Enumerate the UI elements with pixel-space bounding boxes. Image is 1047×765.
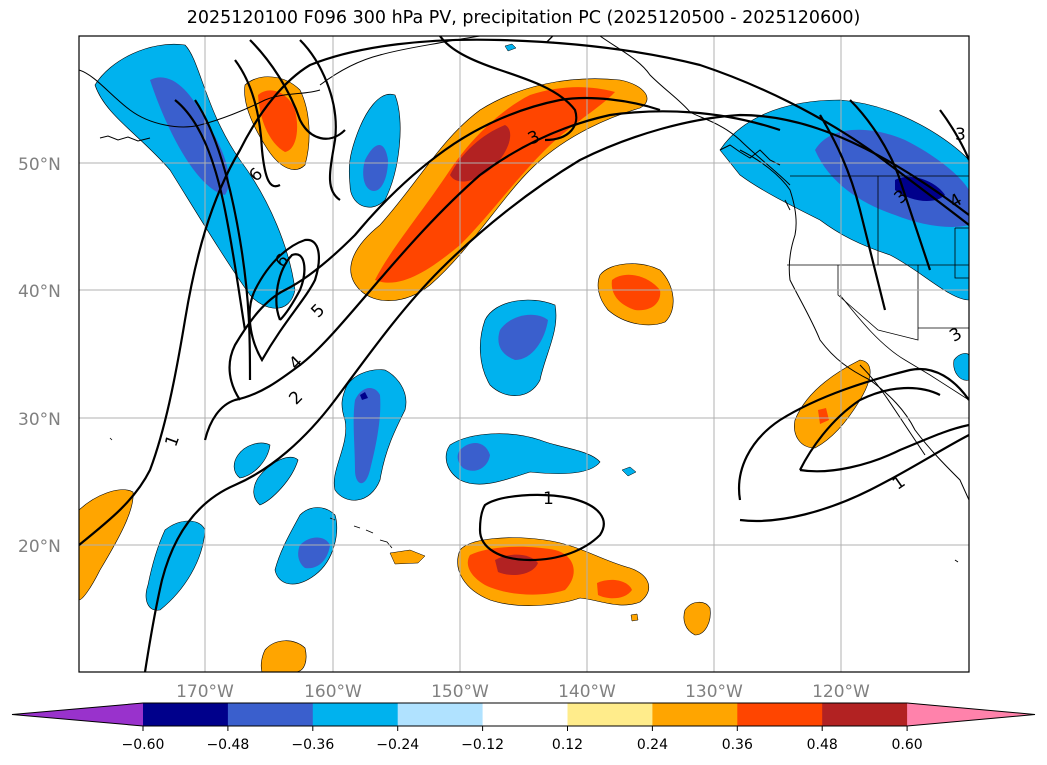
lat-tick: 30°N [18, 410, 61, 430]
map-panel: 2 3 6 6 5 4 2 1 1 1 3 4 3 3 [79, 28, 969, 672]
negative-precip-shading [94, 43, 969, 611]
colorbar: −0.60 −0.48 −0.36 −0.24 −0.12 0.12 0.24 0.36 0.4… [11, 702, 1036, 753]
state-borders [787, 175, 969, 401]
colorbar-tick-label: −0.36 [291, 737, 334, 753]
contour-label: 1 [543, 489, 554, 509]
lon-tick: 120°W [812, 682, 870, 702]
lon-tick: 170°W [176, 682, 234, 702]
map-frame [78, 35, 970, 673]
colorbar-tick-label: −0.12 [461, 737, 504, 753]
lat-tick: 50°N [18, 155, 61, 175]
lon-tick-labels: 170°W 160°W 150°W 140°W 130°W 120°W [176, 682, 870, 702]
lon-tick: 140°W [558, 682, 616, 702]
colorbar-segment [312, 703, 399, 726]
lat-tick-labels: 50°N 40°N 30°N 20°N [18, 155, 61, 557]
pv-contours [79, 36, 969, 672]
colorbar-segment [737, 703, 823, 726]
colorbar-segment [143, 703, 229, 726]
positive-precip-shading [79, 76, 871, 672]
contour-label: 3 [955, 125, 966, 145]
colorbar-segment [227, 703, 314, 726]
colorbar-extend-low [12, 703, 143, 726]
colorbar-tick-label: −0.60 [122, 737, 165, 753]
contour-label: 2 [545, 28, 556, 48]
colorbar-tick-label: 0.12 [552, 737, 583, 753]
colorbar-tick-label: 0.60 [892, 737, 923, 753]
gridlines [79, 36, 969, 672]
lat-tick: 20°N [18, 537, 61, 557]
colorbar-tick-label: −0.48 [206, 737, 249, 753]
map-title: 2025120100 F096 300 hPa PV, precipitatio… [186, 8, 861, 28]
colorbar-segment [397, 703, 484, 726]
lon-tick: 130°W [685, 682, 743, 702]
colorbar-tick-label: 0.48 [807, 737, 838, 753]
colorbar-tick-label: 0.36 [722, 737, 753, 753]
lon-tick: 150°W [431, 682, 489, 702]
colorbar-segment [822, 703, 908, 726]
lon-tick: 160°W [304, 682, 362, 702]
colorbar-tick-label: 0.24 [637, 737, 668, 753]
colorbar-extend-high [907, 703, 1035, 726]
colorbar-segment [482, 703, 568, 726]
colorbar-tick-label: −0.24 [376, 737, 419, 753]
colorbar-segment [652, 703, 738, 726]
colorbar-segment [567, 703, 653, 726]
lat-tick: 40°N [18, 282, 61, 302]
